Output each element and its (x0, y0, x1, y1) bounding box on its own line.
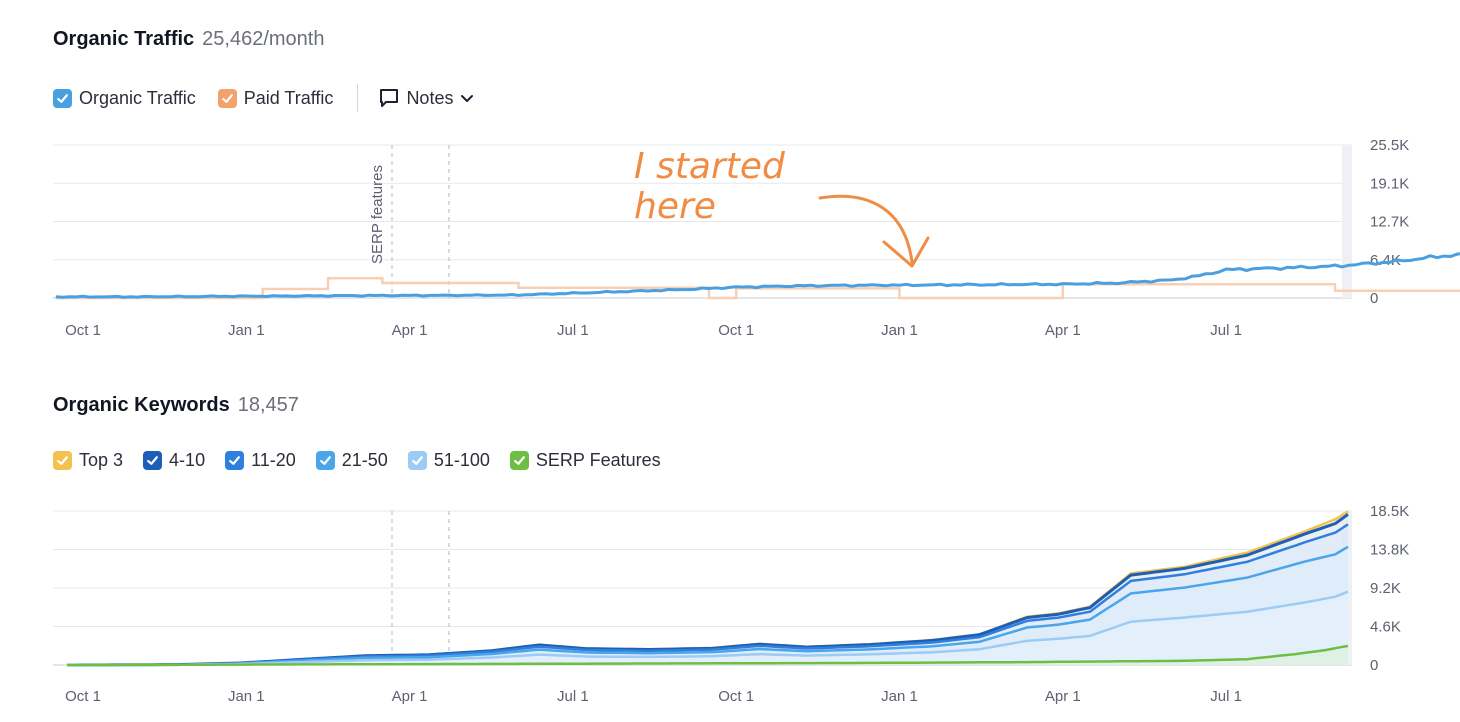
legend-4-10[interactable]: 4-10 (143, 450, 205, 471)
chevron-down-icon (461, 95, 474, 102)
check-icon (319, 456, 331, 465)
x-tick-label: Oct 1 (718, 322, 754, 339)
x-tick-label: Oct 1 (718, 688, 754, 705)
y-tick-label: 19.1K (1370, 175, 1409, 192)
check-icon (513, 456, 525, 465)
notes-dropdown[interactable]: Notes (378, 87, 481, 109)
check-icon (221, 93, 233, 103)
series-paid-traffic-line (55, 276, 1460, 300)
legend-label: 21-50 (341, 450, 388, 470)
x-tick-label: Apr 1 (1045, 688, 1081, 705)
legend-organic-label: Organic Traffic (79, 87, 196, 108)
keywords-value: 18,457 (237, 394, 299, 416)
annotation-line1: I started (634, 146, 786, 187)
paid-checkbox[interactable] (217, 88, 237, 108)
series-21-50-area (67, 546, 1348, 665)
x-tick-label: Jan 1 (228, 322, 265, 339)
x-tick-label: Oct 1 (65, 688, 101, 705)
legend-divider (357, 84, 359, 112)
annotation-arrow (818, 194, 914, 264)
traffic-title: Organic Traffic 25,462/month (53, 28, 324, 51)
x-tick-label: Jul 1 (557, 688, 589, 705)
legend-checkbox[interactable] (315, 451, 335, 470)
legend-label: Top 3 (79, 450, 124, 470)
legend-checkbox[interactable] (143, 451, 163, 470)
notes-label: Notes (406, 87, 454, 108)
legend-paid-traffic[interactable]: Paid Traffic (217, 87, 334, 109)
serp-features-marker-label: SERP features (369, 165, 386, 264)
legend-label: SERP Features (535, 450, 661, 470)
x-tick-label: Jan 1 (881, 322, 918, 339)
annotation-line2: here (634, 186, 716, 227)
y-tick-label: 18.5K (1370, 503, 1409, 520)
arrow-head-icon (882, 236, 930, 268)
legend-51-100[interactable]: 51-100 (407, 450, 490, 471)
x-tick-label: Jan 1 (881, 688, 918, 705)
annotation-layer: I started here (634, 146, 930, 268)
keywords-legend: Top 3 4-10 11-20 21-50 51-100 SERP Features (53, 450, 681, 471)
series-serp-features-line (67, 644, 1349, 667)
check-icon (229, 456, 240, 465)
comment-icon (380, 89, 399, 107)
y-tick-label: 0 (1370, 290, 1378, 307)
organic-keywords-chart: 0 4.6K 9.2K 13.8K 18.5K Oct 1 Jan 1 Apr 1 Jul 1 O… (53, 503, 1409, 705)
organic-checkbox[interactable] (53, 88, 72, 108)
keywords-title-text: Organic Keywords (53, 394, 230, 416)
legend-serp-features[interactable]: SERP Features (509, 450, 661, 471)
legend-checkbox[interactable] (509, 451, 529, 470)
y-tick-label: 13.8K (1370, 542, 1409, 559)
check-icon (57, 456, 68, 465)
x-tick-label: Jan 1 (228, 688, 265, 705)
keywords-title: Organic Keywords 18,457 (53, 394, 299, 417)
legend-label: 11-20 (251, 450, 296, 470)
check-icon (411, 456, 423, 465)
legend-top-3[interactable]: Top 3 (53, 450, 123, 471)
y-tick-label: 9.2K (1370, 580, 1401, 597)
legend-21-50[interactable]: 21-50 (315, 450, 388, 471)
y-tick-label: 0 (1370, 657, 1378, 674)
traffic-title-text: Organic Traffic (53, 28, 195, 50)
legend-checkbox[interactable] (407, 451, 427, 470)
legend-label: 51-100 (433, 450, 490, 470)
x-tick-label: Jul 1 (1210, 322, 1242, 339)
y-tick-label: 4.6K (1370, 619, 1401, 636)
x-tick-label: Apr 1 (1045, 322, 1081, 339)
traffic-legend: Organic Traffic Paid Traffic Notes (53, 84, 481, 112)
legend-label: 4-10 (169, 450, 206, 470)
legend-11-20[interactable]: 11-20 (225, 450, 296, 471)
series-serp-features-area (67, 645, 1348, 665)
x-tick-label: Jul 1 (1210, 688, 1242, 705)
y-tick-label: 25.5K (1370, 137, 1409, 154)
series-51-100-line (67, 590, 1349, 667)
legend-checkbox[interactable] (53, 451, 72, 470)
series-organic-traffic-line (55, 252, 1460, 299)
y-tick-label: 12.7K (1370, 214, 1409, 231)
x-tick-label: Jul 1 (557, 322, 589, 339)
legend-organic-traffic[interactable]: Organic Traffic (53, 88, 196, 109)
x-tick-label: Apr 1 (392, 688, 428, 705)
legend-paid-label: Paid Traffic (243, 87, 334, 108)
series-51-100-area (67, 591, 1348, 665)
current-period-band (1342, 145, 1352, 298)
traffic-value: 25,462/month (202, 28, 325, 50)
x-tick-label: Apr 1 (392, 322, 428, 339)
x-tick-label: Oct 1 (65, 322, 101, 339)
legend-checkbox[interactable] (225, 451, 245, 470)
check-icon (57, 93, 68, 103)
check-icon (147, 456, 158, 465)
